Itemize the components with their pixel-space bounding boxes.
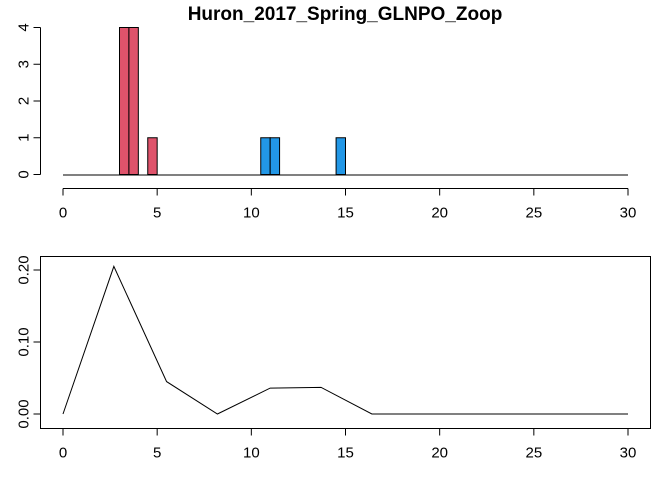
density-x-tick-label: 25 [525, 445, 542, 462]
density-panel: 0.00 0.10 0.20 0 5 10 15 20 25 30 [16, 255, 651, 462]
histogram-bar [119, 27, 130, 175]
density-y-axis: 0.00 0.10 0.20 [16, 255, 41, 429]
density-y-tick-label: 0.10 [16, 327, 33, 356]
density-x-axis: 0 5 10 15 20 25 30 [59, 428, 637, 462]
histogram-y-tick-label: 1 [16, 134, 33, 142]
density-x-tick-label: 5 [153, 445, 161, 462]
chart-title: Huron_2017_Spring_GLNPO_Zoop [188, 4, 503, 25]
histogram-y-tick-label: 2 [16, 97, 33, 105]
histogram-bars [119, 27, 347, 175]
histogram-x-tick-label: 5 [153, 205, 161, 222]
density-x-tick-label: 0 [59, 445, 67, 462]
histogram-x-tick-label: 10 [243, 205, 260, 222]
density-x-tick-label: 20 [431, 445, 448, 462]
histogram-bar [260, 137, 271, 175]
density-x-tick-label: 15 [337, 445, 354, 462]
density-y-tick-label: 0.00 [16, 399, 33, 428]
density-line [62, 265, 628, 415]
histogram-bar [335, 137, 347, 175]
histogram-y-tick-label: 0 [16, 170, 33, 178]
density-x-tick-label: 30 [620, 445, 637, 462]
histogram-y-tick-label: 3 [16, 60, 33, 68]
histogram-x-axis: 0 5 10 15 20 25 30 [59, 188, 637, 222]
histogram-panel: 0 1 2 3 4 0 5 10 15 20 25 30 [16, 23, 637, 221]
histogram-x-tick-label: 25 [525, 205, 542, 222]
histogram-x-tick-label: 30 [620, 205, 637, 222]
histogram-y-tick-label: 4 [16, 23, 33, 31]
histogram-y-axis: 0 1 2 3 4 [16, 23, 41, 179]
histogram-x-tick-label: 0 [59, 205, 67, 222]
histogram-x-tick-label: 20 [431, 205, 448, 222]
histogram-bar [269, 137, 281, 175]
histogram-bar [147, 137, 158, 175]
histogram-x-tick-label: 15 [337, 205, 354, 222]
histogram-bar [128, 27, 139, 175]
density-y-tick-label: 0.20 [16, 255, 33, 284]
density-plot-frame [40, 256, 651, 429]
density-x-tick-label: 10 [243, 445, 260, 462]
